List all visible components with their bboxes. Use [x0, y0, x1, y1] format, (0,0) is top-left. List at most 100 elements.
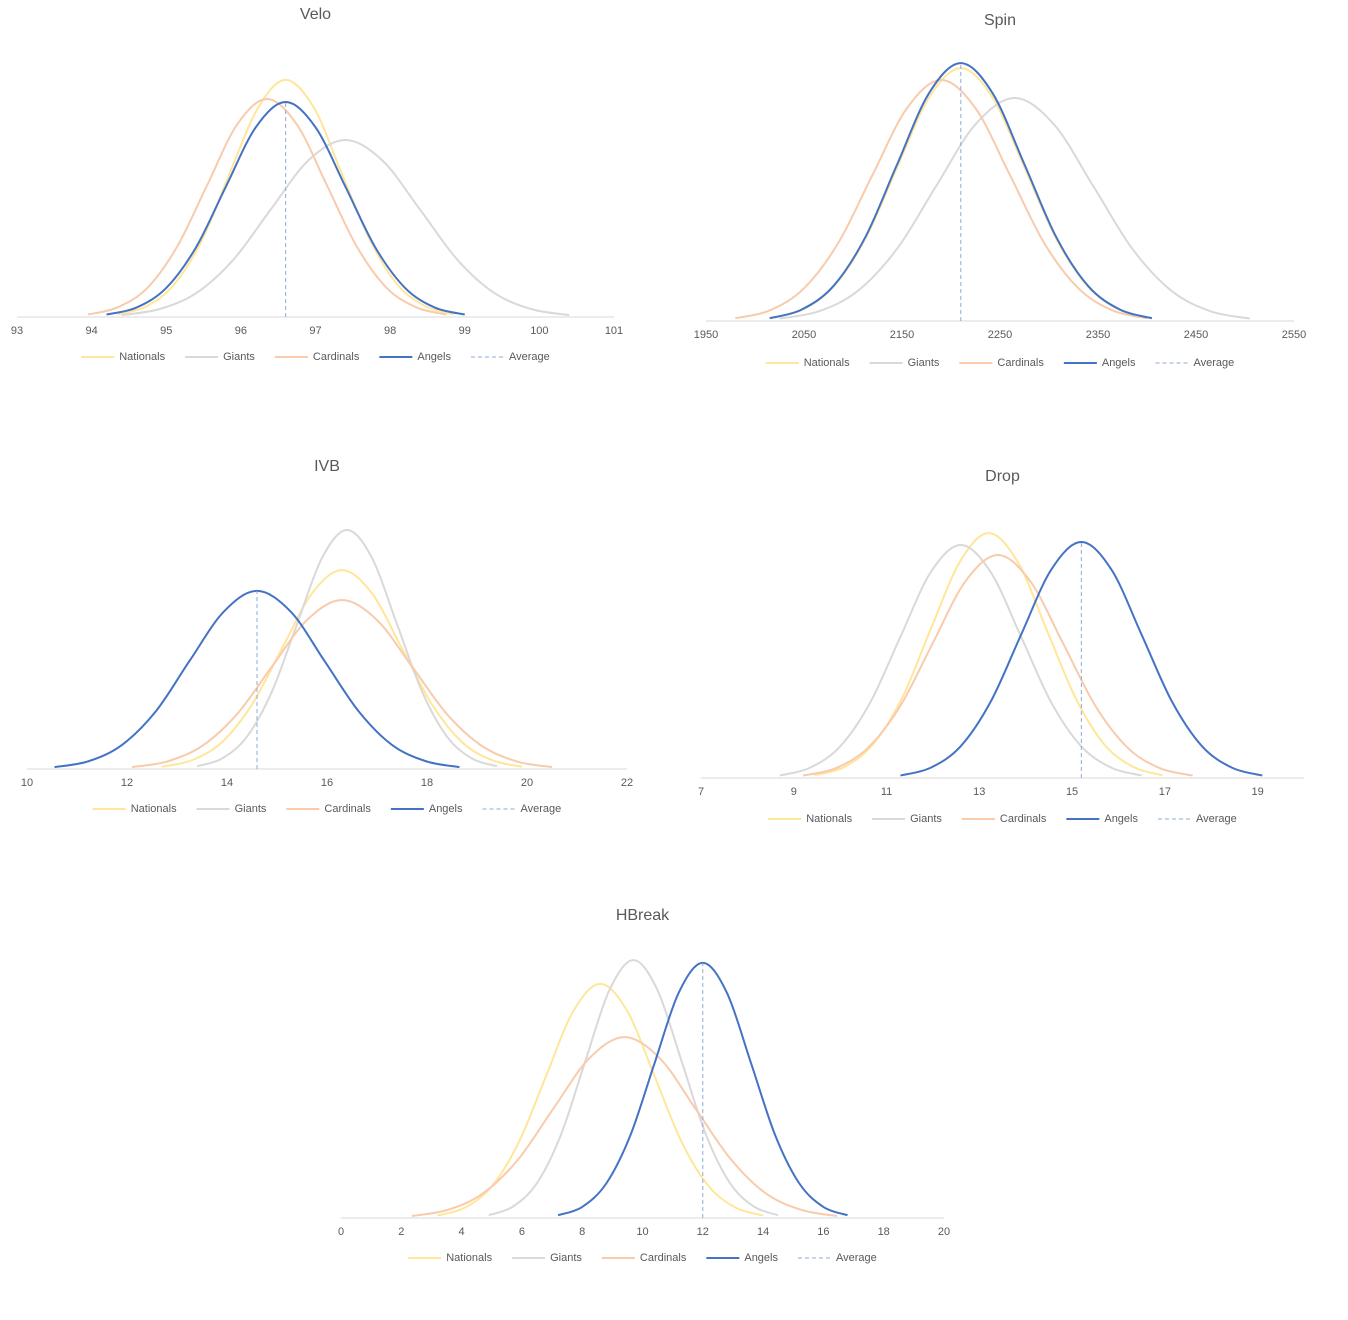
x-tick-label: 2550: [1282, 329, 1306, 341]
x-tick-label: 99: [459, 325, 471, 337]
legend: Nationals Giants Cardinals Angels Average: [92, 803, 561, 815]
x-tick-label: 19: [1251, 786, 1263, 798]
x-tick-label: 12: [697, 1226, 709, 1238]
x-tick-label: 14: [221, 777, 233, 789]
legend-label: Giants: [223, 351, 255, 363]
series-line: [488, 959, 779, 1217]
x-tick-label: 10: [636, 1226, 648, 1238]
chart: HBreak 0 2 4 6 8 10 12 14 16 18 20 Nationals Giants Ca…: [338, 907, 950, 1264]
x-tick-label: 15: [1066, 786, 1078, 798]
x-tick-label: 4: [459, 1226, 465, 1238]
chart-title: Drop: [985, 468, 1020, 485]
x-tick-label: 97: [309, 325, 321, 337]
series-line: [196, 528, 498, 768]
x-tick-label: 20: [521, 777, 533, 789]
series-line: [779, 544, 1142, 777]
series-line: [769, 62, 1153, 320]
x-tick-label: 8: [579, 1226, 585, 1238]
x-tick-label: 6: [519, 1226, 525, 1238]
series-line: [87, 98, 447, 316]
x-tick-label: 2150: [890, 329, 914, 341]
x-tick-label: 11: [881, 786, 892, 798]
legend-label: Giants: [550, 1252, 582, 1264]
legend-label: Cardinals: [313, 351, 360, 363]
x-tick-label: 18: [421, 777, 433, 789]
series-line: [814, 532, 1163, 777]
legend-label: Giants: [910, 813, 942, 825]
legend-label: Average: [836, 1252, 877, 1264]
x-tick-label: 13: [973, 786, 985, 798]
series-line: [117, 78, 454, 316]
x-tick-label: 1950: [694, 329, 718, 341]
legend: Nationals Giants Cardinals Angels Average: [408, 1252, 877, 1264]
x-tick-label: 95: [160, 325, 172, 337]
series-line: [411, 1036, 838, 1218]
x-tick-label: 20: [938, 1226, 950, 1238]
legend-label: Nationals: [806, 813, 852, 825]
legend-label: Average: [1193, 357, 1234, 369]
series-line: [131, 599, 553, 769]
legend-label: Giants: [235, 803, 267, 815]
legend-label: Angels: [429, 803, 463, 815]
chart-title: Spin: [984, 12, 1016, 29]
legend-label: Angels: [744, 1252, 778, 1264]
x-tick-label: 16: [817, 1226, 829, 1238]
chart-title: IVB: [314, 458, 340, 475]
legend: Nationals Giants Cardinals Angels Average: [765, 357, 1234, 369]
legend-label: Angels: [417, 351, 451, 363]
series-line: [106, 101, 465, 316]
x-tick-label: 96: [235, 325, 247, 337]
legend-label: Average: [509, 351, 550, 363]
chart-title: HBreak: [616, 907, 670, 924]
chart-title: Velo: [300, 6, 331, 23]
x-tick-label: 0: [338, 1226, 344, 1238]
x-tick-label: 16: [321, 777, 333, 789]
series-line: [437, 982, 764, 1217]
x-tick-label: 22: [621, 777, 633, 789]
x-tick-label: 94: [86, 325, 98, 337]
x-tick-label: 14: [757, 1226, 769, 1238]
series-line: [735, 79, 1148, 320]
legend-label: Nationals: [131, 803, 177, 815]
legend-label: Angels: [1104, 813, 1138, 825]
x-tick-label: 7: [698, 786, 704, 798]
x-tick-label: 18: [878, 1226, 890, 1238]
x-tick-label: 93: [11, 325, 23, 337]
legend-label: Giants: [908, 357, 940, 369]
legend-label: Nationals: [446, 1252, 492, 1264]
series-line: [779, 97, 1251, 320]
legend-label: Cardinals: [997, 357, 1044, 369]
series-line: [161, 569, 523, 768]
chart: IVB 10 12 14 16 18 20 22 Nationals Giants Cardinal…: [21, 458, 633, 815]
legend-label: Nationals: [119, 351, 165, 363]
x-tick-label: 101: [605, 325, 623, 337]
chart: Drop 7 9 11 13 15 17 19 Nationals Giants Cardinals…: [698, 468, 1304, 825]
x-tick-label: 98: [384, 325, 396, 337]
x-tick-label: 17: [1159, 786, 1171, 798]
series-line: [121, 138, 570, 317]
x-tick-label: 10: [21, 777, 33, 789]
legend-label: Angels: [1102, 357, 1136, 369]
chart: Velo 93 94 95 96 97 98 99 100 101 Nationals Giants C…: [11, 6, 623, 363]
x-tick-label: 2: [398, 1226, 404, 1238]
series-line: [802, 554, 1193, 777]
legend-label: Cardinals: [640, 1252, 687, 1264]
legend-label: Average: [520, 803, 561, 815]
x-tick-label: 12: [121, 777, 133, 789]
legend-label: Cardinals: [324, 803, 371, 815]
x-tick-label: 2250: [988, 329, 1012, 341]
legend: Nationals Giants Cardinals Angels Average: [81, 351, 550, 363]
x-tick-label: 2050: [792, 329, 816, 341]
x-tick-label: 100: [530, 325, 548, 337]
legend-label: Nationals: [804, 357, 850, 369]
x-tick-label: 2350: [1086, 329, 1110, 341]
legend-label: Cardinals: [1000, 813, 1047, 825]
legend: Nationals Giants Cardinals Angels Average: [768, 813, 1237, 825]
series-line: [900, 540, 1263, 777]
legend-label: Average: [1196, 813, 1237, 825]
x-tick-label: 2450: [1184, 329, 1208, 341]
x-tick-label: 9: [791, 786, 797, 798]
chart: Spin 1950 2050 2150 2250 2350 2450 2550 National…: [694, 12, 1306, 369]
